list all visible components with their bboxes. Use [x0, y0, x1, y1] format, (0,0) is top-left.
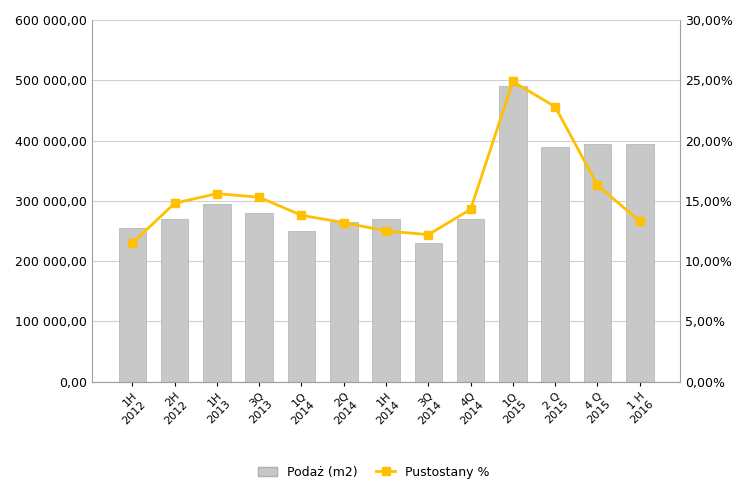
Pustostany %: [170, 200, 179, 206]
Pustostany %: [128, 240, 137, 246]
Pustostany %: [381, 228, 390, 234]
Bar: [414, 243, 442, 382]
Bar: [161, 219, 188, 382]
Pustostany %: [466, 206, 475, 212]
Pustostany %: [255, 195, 264, 200]
Pustostany %: [635, 219, 644, 224]
Bar: [373, 219, 399, 382]
Bar: [583, 144, 611, 382]
Pustostany %: [340, 220, 349, 225]
Bar: [457, 219, 485, 382]
Bar: [203, 204, 230, 382]
Bar: [542, 147, 569, 382]
Bar: [626, 144, 654, 382]
Pustostany %: [424, 232, 433, 238]
Bar: [330, 222, 358, 382]
Pustostany %: [551, 104, 560, 110]
Pustostany %: [297, 212, 306, 218]
Pustostany %: [593, 182, 602, 188]
Bar: [119, 228, 146, 382]
Pustostany %: [509, 78, 518, 84]
Line: Pustostany %: Pustostany %: [128, 77, 644, 247]
Pustostany %: [212, 191, 221, 196]
Bar: [288, 231, 315, 382]
Bar: [245, 213, 273, 382]
Bar: [499, 86, 527, 382]
Legend: Podaż (m2), Pustostany %: Podaż (m2), Pustostany %: [254, 461, 494, 484]
